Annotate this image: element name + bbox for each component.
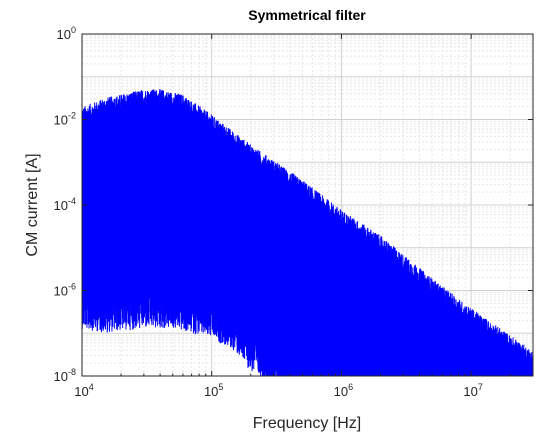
y-tick-label: 10-6 [54, 282, 76, 299]
y-tick-label: 10-4 [54, 196, 76, 213]
x-tick-label: 107 [463, 382, 482, 399]
series-line [82, 89, 533, 376]
series-layer [82, 89, 533, 376]
chart-title: Symmetrical filter [248, 7, 366, 23]
x-axis-label: Frequency [Hz] [253, 415, 361, 432]
x-tick-label: 104 [74, 382, 93, 399]
y-axis-label: CM current [A] [24, 153, 41, 256]
y-tick-label: 10-2 [54, 111, 76, 128]
y-tick-label: 100 [57, 25, 76, 42]
ticks: 104 105 106 107 100 10-2 10-4 10-6 10-8 [54, 25, 534, 399]
x-tick-label: 106 [334, 382, 353, 399]
x-tick-label: 105 [204, 382, 223, 399]
y-tick-label: 10-8 [54, 367, 76, 384]
